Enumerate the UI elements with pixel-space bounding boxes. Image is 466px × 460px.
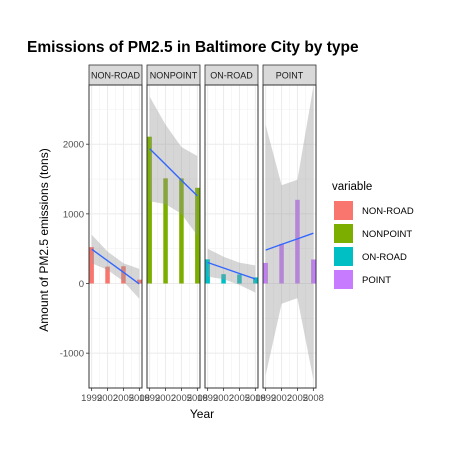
bar-point-2005 [295, 199, 300, 284]
panel-border [146, 84, 201, 389]
bar-point-2002 [279, 243, 284, 284]
bar-on-road-2005 [237, 274, 242, 284]
confidence-band-point [265, 86, 314, 380]
bar-on-road-2008 [253, 277, 258, 284]
facet-panels: NON-ROAD1999200220052008NONPOINT19992002… [81, 64, 324, 404]
fit-line-non-road [91, 248, 140, 285]
legend-title: variable [332, 181, 372, 193]
bar-non-road-1999 [89, 247, 94, 284]
panel-border [88, 84, 143, 389]
bar-on-road-1999 [205, 259, 210, 284]
bar-non-road-2008 [137, 279, 142, 284]
x-tick-label: 2002 [155, 393, 176, 404]
y-tick-label: 2000 [63, 140, 84, 151]
x-tick-label: 1999 [81, 393, 102, 404]
legend-label-nonpoint: NONPOINT [362, 229, 412, 240]
x-tick-label: 2005 [113, 393, 134, 404]
bar-non-road-2005 [121, 266, 126, 284]
y-tick-label: -1000 [60, 349, 84, 360]
x-axis-title: Year [190, 407, 214, 421]
bar-nonpoint-1999 [147, 136, 152, 284]
strip-label-point: POINT [276, 71, 304, 81]
y-axis-title: Amount of PM2.5 emissions (tons) [37, 148, 51, 331]
x-tick-label: 2002 [97, 393, 118, 404]
bar-nonpoint-2005 [179, 178, 184, 284]
chart-title: Emissions of PM2.5 in Baltimore City by … [27, 39, 359, 56]
y-tick-label: 1000 [63, 209, 84, 220]
fit-line-point [265, 232, 314, 251]
bar-non-road-2002 [105, 266, 110, 284]
panel-border [204, 84, 259, 389]
fit-line-nonpoint [149, 148, 198, 197]
legend-key-nonpoint [334, 224, 353, 243]
bar-nonpoint-2002 [163, 178, 168, 284]
y-tick-label: 0 [79, 279, 84, 290]
x-tick-label: 2008 [303, 393, 324, 404]
x-tick-label: 2008 [245, 393, 266, 404]
fit-line-on-road [207, 261, 256, 280]
bar-point-1999 [263, 262, 268, 284]
bar-point-2008 [311, 259, 316, 284]
strip-label-nonpoint: NONPOINT [150, 71, 198, 81]
y-axis: -1000 0 1000 2000 [60, 140, 89, 360]
legend-label-point: POINT [362, 275, 391, 286]
x-tick-label: 1999 [139, 393, 160, 404]
legend-key-on-road [334, 247, 353, 266]
legend-label-on-road: ON-ROAD [362, 252, 407, 263]
legend-key-non-road [334, 201, 353, 220]
x-tick-label: 1999 [197, 393, 218, 404]
strip-label-non-road: NON-ROAD [91, 71, 140, 81]
x-tick-label: 2002 [271, 393, 292, 404]
x-tick-label: 2008 [129, 393, 150, 404]
bar-on-road-2002 [221, 274, 226, 284]
panel-border [262, 84, 317, 389]
x-tick-label: 2002 [213, 393, 234, 404]
legend-label-non-road: NON-ROAD [362, 206, 414, 217]
legend: variable NON-ROAD NONPOINT ON-ROAD POINT [332, 181, 414, 289]
strip-label-on-road: ON-ROAD [210, 71, 253, 81]
bar-nonpoint-2008 [195, 187, 200, 284]
legend-key-point [334, 270, 353, 289]
x-tick-label: 2005 [171, 393, 192, 404]
x-tick-label: 2008 [187, 393, 208, 404]
confidence-band-nonpoint [149, 96, 198, 236]
x-tick-label: 2005 [287, 393, 308, 404]
x-tick-label: 1999 [255, 393, 276, 404]
x-tick-label: 2005 [229, 393, 250, 404]
